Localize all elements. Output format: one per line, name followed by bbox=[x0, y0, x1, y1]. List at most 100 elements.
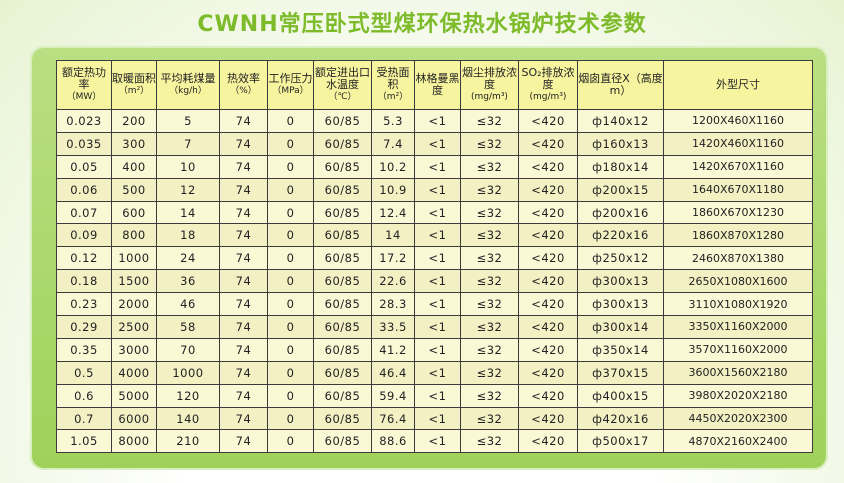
table-row: 0.05 400 10 74 0 60/85 10.2 <1 ≤32 <420 ф180x14 142… bbox=[56, 154, 813, 179]
table-cell: 76.4 bbox=[371, 406, 415, 431]
column-header-label: 取暖面积 bbox=[112, 72, 156, 85]
table-cell: 1860X670X1230 bbox=[663, 200, 813, 225]
table-row: 0.29 2500 58 74 0 60/85 33.5 <1 ≤32 <420 ф300x14 33… bbox=[56, 315, 813, 339]
table-cell: 60/85 bbox=[313, 337, 372, 362]
table-row: 0.5 4000 1000 74 0 60/85 46.4 <1 ≤32 <420 ф370x15 3… bbox=[56, 360, 813, 385]
column-header: 林格曼黑度 bbox=[414, 60, 461, 110]
table-cell: 3350X1160X2000 bbox=[663, 315, 813, 339]
table-row: 0.07 600 14 74 0 60/85 12.4 <1 ≤32 <420 ф200x16 186… bbox=[56, 200, 813, 225]
table-cell: 8000 bbox=[111, 429, 157, 454]
column-header: 额定热功率 （MW） bbox=[56, 60, 112, 110]
table-cell: ≤32 bbox=[460, 269, 519, 294]
table-cell: 0 bbox=[267, 131, 314, 156]
table-cell: 1640X670X1180 bbox=[663, 177, 813, 202]
table-cell: <420 bbox=[518, 406, 578, 431]
column-header-unit: （MW） bbox=[66, 92, 102, 102]
table-cell: ≤32 bbox=[460, 246, 519, 271]
table-cell: 60/85 bbox=[313, 154, 372, 179]
table-cell: 60/85 bbox=[313, 200, 372, 225]
table-cell: 12 bbox=[156, 177, 220, 202]
table-cell: ф300x13 bbox=[577, 269, 664, 294]
table-cell: 500 bbox=[111, 177, 157, 202]
table-cell: 18 bbox=[156, 223, 220, 248]
table-cell: 1000 bbox=[156, 360, 220, 385]
table-cell: ф300x14 bbox=[577, 315, 664, 339]
table-cell: 0.5 bbox=[56, 360, 112, 385]
table-cell: 46 bbox=[156, 292, 220, 317]
table-cell: 0 bbox=[267, 383, 314, 408]
column-header-unit: （m²） bbox=[118, 86, 150, 96]
table-cell: ф220x16 bbox=[577, 223, 664, 248]
table-row: 0.06 500 12 74 0 60/85 10.9 <1 ≤32 <420 ф200x15 164… bbox=[56, 177, 813, 202]
table-cell: 22.6 bbox=[371, 269, 415, 294]
table-cell: 0 bbox=[267, 315, 314, 339]
table-cell: 1420X460X1160 bbox=[663, 131, 813, 156]
table-cell: ф400x15 bbox=[577, 383, 664, 408]
table-cell: 4870X2160X2400 bbox=[663, 429, 813, 454]
table-cell: 3000 bbox=[111, 337, 157, 362]
column-header: 外型尺寸 bbox=[663, 60, 813, 110]
table-cell: 0 bbox=[267, 177, 314, 202]
table-cell: <1 bbox=[414, 337, 461, 362]
column-header: 烟囱直径X（高度m） bbox=[577, 60, 664, 110]
column-header-unit: (mg/m³) bbox=[471, 92, 508, 102]
table-cell: 59.4 bbox=[371, 383, 415, 408]
table-cell: <1 bbox=[414, 315, 461, 339]
table-cell: <420 bbox=[518, 109, 578, 133]
column-header: 热效率 （%） bbox=[219, 60, 268, 110]
table-cell: 28.3 bbox=[371, 292, 415, 317]
table-cell: ≤32 bbox=[460, 131, 519, 156]
table-cell: ф180x14 bbox=[577, 154, 664, 179]
table-cell: 0.6 bbox=[56, 383, 112, 408]
table-cell: 2650X1080X1600 bbox=[663, 269, 813, 294]
table-cell: 0 bbox=[267, 429, 314, 454]
table-cell: <1 bbox=[414, 109, 461, 133]
table-cell: 4450X2020X2300 bbox=[663, 406, 813, 431]
table-cell: ≤32 bbox=[460, 292, 519, 317]
table-cell: 0.12 bbox=[56, 246, 112, 271]
table-cell: <1 bbox=[414, 269, 461, 294]
table-cell: 60/85 bbox=[313, 223, 372, 248]
table-cell: 60/85 bbox=[313, 269, 372, 294]
column-header-unit: （kg/h） bbox=[169, 86, 207, 96]
table-cell: 74 bbox=[219, 337, 268, 362]
spec-table: 额定热功率 （MW） 取暖面积 （m²） 平均耗煤量 （kg/h） 热效率 （%） 工作压力 （M… bbox=[56, 60, 813, 454]
table-cell: 10.9 bbox=[371, 177, 415, 202]
column-header: 额定进出口水温度 （℃） bbox=[313, 60, 372, 110]
table-cell: 3570X1160X2000 bbox=[663, 337, 813, 362]
table-cell: 74 bbox=[219, 109, 268, 133]
table-cell: 0.23 bbox=[56, 292, 112, 317]
table-cell: <1 bbox=[414, 154, 461, 179]
table-cell: ф300x13 bbox=[577, 292, 664, 317]
table-cell: 74 bbox=[219, 246, 268, 271]
table-cell: ≤32 bbox=[460, 337, 519, 362]
table-row: 0.12 1000 24 74 0 60/85 17.2 <1 ≤32 <420 ф250x12 24… bbox=[56, 246, 813, 271]
table-cell: 17.2 bbox=[371, 246, 415, 271]
table-cell: 140 bbox=[156, 406, 220, 431]
table-cell: 5 bbox=[156, 109, 220, 133]
table-cell: 1200X460X1160 bbox=[663, 109, 813, 133]
column-header-label: 额定热功率 bbox=[62, 66, 106, 91]
table-cell: 0 bbox=[267, 292, 314, 317]
table-cell: <420 bbox=[518, 223, 578, 248]
table-cell: 74 bbox=[219, 360, 268, 385]
column-header-label: 烟尘排放浓度 bbox=[462, 66, 517, 91]
table-cell: 0.035 bbox=[56, 131, 112, 156]
table-cell: <420 bbox=[518, 154, 578, 179]
table-row: 0.035 300 7 74 0 60/85 7.4 <1 ≤32 <420 ф160x13 1420… bbox=[56, 131, 813, 156]
table-cell: 33.5 bbox=[371, 315, 415, 339]
table-cell: ≤32 bbox=[460, 177, 519, 202]
table-cell: 60/85 bbox=[313, 246, 372, 271]
table-cell: 60/85 bbox=[313, 131, 372, 156]
table-cell: 60/85 bbox=[313, 315, 372, 339]
table-cell: 74 bbox=[219, 292, 268, 317]
table-cell: 41.2 bbox=[371, 337, 415, 362]
column-header: 工作压力 （MPa） bbox=[267, 60, 314, 110]
table-cell: 74 bbox=[219, 315, 268, 339]
table-cell: <420 bbox=[518, 383, 578, 408]
table-cell: 74 bbox=[219, 154, 268, 179]
table-cell: ≤32 bbox=[460, 223, 519, 248]
column-header: SO₂排放浓度 (mg/m³) bbox=[518, 60, 578, 110]
table-cell: ≤32 bbox=[460, 360, 519, 385]
table-row: 0.023 200 5 74 0 60/85 5.3 <1 ≤32 <420 ф140x12 1200… bbox=[56, 109, 813, 133]
